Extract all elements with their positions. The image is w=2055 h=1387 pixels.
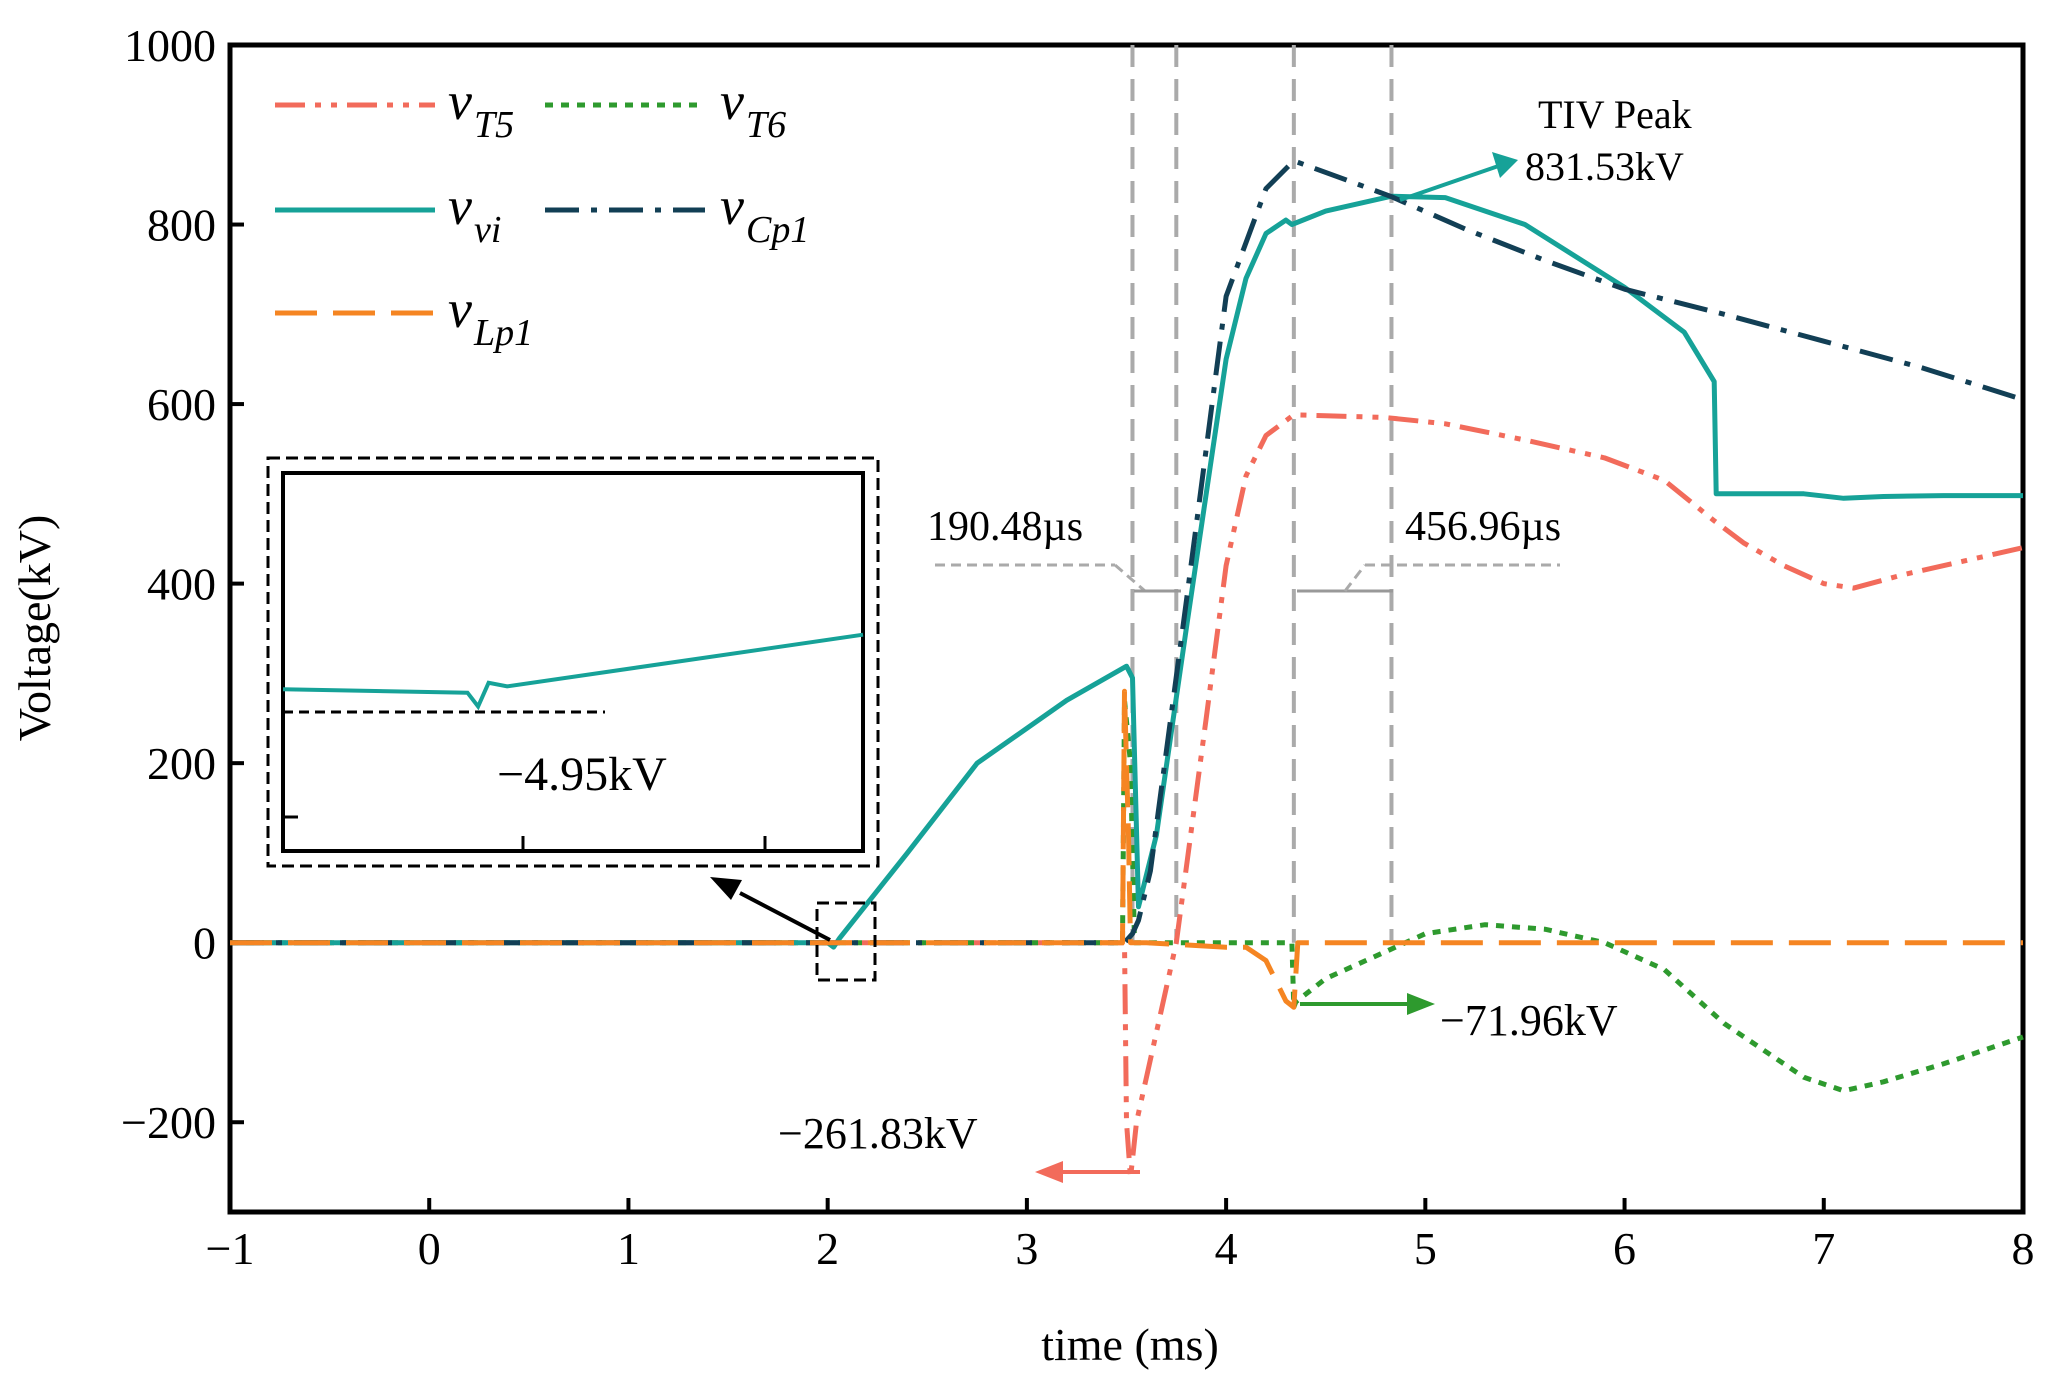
legend-label-vvi: vvi	[448, 176, 501, 251]
x-ticks: −1 0 1 2 3 4 5 6 7 8	[206, 1198, 2035, 1274]
x-tick-label: −1	[206, 1223, 255, 1274]
inset-label: −4.95kV	[497, 748, 667, 801]
plot-frame	[227, 42, 2026, 1215]
annotations: 190.48µs 456.96µs TIV Peak 831.53kV −71.…	[710, 92, 1692, 1183]
zoom-box	[815, 901, 877, 982]
legend: vT5 vT6 vvi vCp1 vLp1	[275, 71, 809, 354]
y-tick-label: −200	[121, 1097, 216, 1148]
vt6-min-arrowhead	[1407, 993, 1435, 1015]
vt5-min-label: −261.83kV	[778, 1109, 978, 1158]
interval1-label: 190.48µs	[927, 504, 1083, 550]
tiv-peak-value: 831.53kV	[1525, 144, 1684, 189]
y-tick-label: 600	[147, 379, 216, 430]
series-line-vLp1	[230, 688, 2023, 1010]
inset-vvi-line	[282, 632, 864, 711]
interval2-label: 456.96µs	[1405, 504, 1561, 550]
x-tick-label: 0	[418, 1223, 441, 1274]
inset: −4.95kV	[266, 456, 880, 868]
x-tick-label: 1	[617, 1223, 640, 1274]
x-tick-label: 4	[1215, 1223, 1238, 1274]
series-line-vCp1	[230, 158, 2024, 946]
tiv-peak-label: TIV Peak	[1538, 92, 1692, 137]
inset-frame	[281, 471, 865, 853]
x-tick-label: 7	[1812, 1223, 1835, 1274]
x-tick-label: 5	[1414, 1223, 1437, 1274]
x-tick-label: 3	[1015, 1223, 1038, 1274]
x-tick-label: 8	[2012, 1223, 2035, 1274]
vertical-guide-lines	[1130, 45, 1394, 943]
tiv-peak-arrow	[1399, 160, 1511, 202]
legend-label-vT5: vT5	[448, 71, 514, 146]
axes-layer	[227, 42, 2026, 1215]
y-tick-label: 400	[147, 559, 216, 610]
series-line-vvi	[230, 193, 2023, 950]
legend-label-vCp1: vCp1	[720, 176, 809, 251]
series-line-vT5	[230, 412, 2024, 1181]
y-tick-label: 1000	[124, 20, 216, 71]
y-axis-label: Voltage(kV)	[9, 515, 60, 742]
zoom-arrow	[739, 891, 831, 942]
y-tick-label: 800	[147, 200, 216, 251]
vt5-min-arrowhead	[1035, 1161, 1063, 1183]
interval2-elbow	[1343, 564, 1367, 592]
y-ticks: −200 0 200 400 600 800 1000	[121, 20, 244, 1148]
interval1-elbow	[1114, 563, 1146, 593]
y-tick-label: 0	[193, 918, 216, 969]
vt6-min-label: −71.96kV	[1440, 996, 1618, 1045]
zoom-arrowhead	[710, 877, 742, 900]
x-tick-label: 6	[1613, 1223, 1636, 1274]
legend-label-vT6: vT6	[720, 71, 786, 146]
tiv-peak-arrowhead	[1492, 152, 1518, 178]
x-tick-label: 2	[816, 1223, 839, 1274]
y-tick-label: 200	[147, 738, 216, 789]
series-lines	[230, 158, 2024, 1181]
legend-label-vLp1: vLp1	[448, 279, 533, 354]
x-axis-label: time (ms)	[1041, 1319, 1219, 1370]
